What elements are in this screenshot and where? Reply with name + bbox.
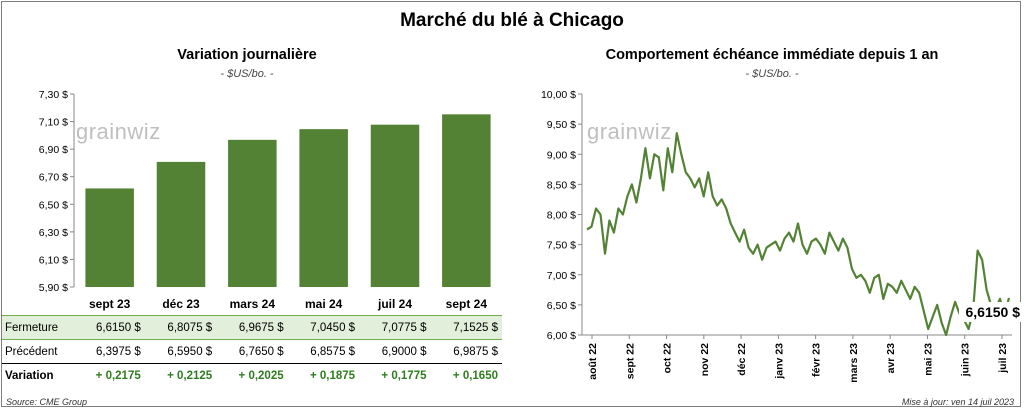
bar-chart: 5,90 $ 6,10 $ 6,30 $ 6,50 $ 6,70 $ 6,90 $ 7,10…: [39, 89, 491, 311]
close-cell: 6,8075 $: [167, 321, 213, 334]
y-tick-label: 7,10 $: [39, 117, 68, 129]
table-row-previous: Précédent 6,3975 $ 6,5950 $ 6,7650 $ 6,8…: [2, 340, 502, 364]
last-value-box: [959, 301, 1022, 322]
line-chart-subtitle: - $US/bo. -: [745, 68, 799, 80]
y-tick-label: 6,10 $: [39, 254, 68, 266]
x-tick-label: sept 22: [624, 343, 636, 379]
bar: [370, 124, 420, 287]
y-tick-label: 8,50 $: [547, 179, 576, 191]
x-tick-label: mai 24: [305, 297, 343, 311]
variation-cell: + 0,2175: [95, 369, 141, 382]
watermark-left: grainwiz: [76, 119, 161, 144]
last-value-label: 6,6150 $: [966, 304, 1021, 320]
bar-chart-title: Variation journalière: [177, 47, 317, 63]
y-tick-label: 7,00 $: [547, 270, 576, 282]
y-tick-label: 6,90 $: [39, 144, 68, 156]
x-tick-label: févr 23: [811, 343, 823, 377]
update-note: Mise à jour: ven 14 juil 2023: [901, 397, 1014, 407]
bar: [442, 114, 491, 288]
close-cell: 7,1525 $: [453, 321, 498, 334]
row-label-close: Fermeture: [5, 321, 59, 334]
price-table: Fermeture 6,6150 $ 6,8075 $ 6,9675 $ 7,0…: [2, 315, 502, 387]
line-chart: 6,00 $ 6,50 $ 7,00 $ 7,50 $ 8,00 $ 8,50 $ 9,00…: [541, 89, 1022, 383]
price-line: [586, 132, 1011, 337]
x-tick-label: juin 23: [960, 343, 972, 377]
line-chart-title: Comportement échéance immédiate depuis 1…: [605, 47, 939, 63]
x-tick-label: déc 23: [162, 297, 200, 311]
close-cell: 6,9675 $: [238, 321, 284, 334]
previous-cell: 6,7650 $: [238, 345, 284, 358]
y-tick-label: 5,90 $: [39, 282, 68, 294]
y-tick-label: 7,50 $: [547, 240, 576, 252]
previous-cell: 6,9000 $: [381, 345, 427, 358]
x-tick-label: oct 22: [662, 343, 674, 374]
x-tick-label: sept 23: [89, 297, 131, 311]
y-tick-label: 6,00 $: [547, 330, 576, 342]
close-cell: 7,0450 $: [310, 321, 356, 334]
bar: [85, 188, 134, 287]
variation-cell: + 0,2125: [167, 369, 213, 382]
row-label-variation: Variation: [5, 369, 54, 382]
variation-cell: + 0,1650: [452, 369, 498, 382]
x-tick-label: déc 22: [736, 343, 748, 376]
variation-cell: + 0,2025: [238, 369, 284, 382]
variation-cell: + 0,1775: [381, 369, 427, 382]
y-tick-label: 8,00 $: [547, 210, 576, 222]
previous-cell: 6,8575 $: [310, 345, 356, 358]
x-tick-label: mai 23: [922, 343, 934, 376]
x-tick-label: mars 24: [230, 297, 276, 311]
x-tick-label: août 22: [587, 343, 599, 380]
x-tick-label: mars 23: [848, 343, 860, 383]
x-tick-label: juil 24: [377, 297, 412, 311]
y-tick-label: 9,50 $: [547, 119, 576, 131]
x-tick-label: avr 23: [885, 343, 897, 374]
variation-cell: + 0,1875: [309, 369, 356, 382]
table-row-close: Fermeture 6,6150 $ 6,8075 $ 6,9675 $ 7,0…: [2, 315, 502, 340]
close-cell: 7,0775 $: [381, 321, 427, 334]
bar: [228, 139, 277, 287]
row-label-previous: Précédent: [5, 345, 58, 358]
x-tick-label: juil 23: [997, 343, 1009, 374]
previous-cell: 6,5950 $: [167, 345, 213, 358]
x-tick-label: sept 24: [446, 297, 488, 311]
y-tick-label: 10,00 $: [541, 89, 576, 101]
y-tick-label: 7,30 $: [39, 89, 68, 101]
previous-cell: 6,9875 $: [453, 345, 498, 358]
bar: [156, 161, 206, 287]
x-tick-label: janv 23: [773, 343, 785, 380]
previous-cell: 6,3975 $: [95, 345, 141, 358]
y-tick-label: 6,50 $: [39, 199, 68, 211]
table-row-variation: Variation + 0,2175 + 0,2125 + 0,2025 + 0…: [2, 363, 502, 388]
y-tick-label: 6,50 $: [547, 300, 576, 312]
y-tick-label: 9,00 $: [547, 149, 576, 161]
bar: [299, 129, 348, 287]
y-tick-label: 6,30 $: [39, 227, 68, 239]
watermark-right: grainwiz: [587, 119, 672, 144]
main-title: Marché du blé à Chicago: [400, 10, 624, 31]
y-tick-label: 6,70 $: [39, 172, 68, 184]
close-cell: 6,6150 $: [95, 321, 141, 334]
source-note: Source: CME Group: [6, 397, 88, 407]
x-tick-label: nov 22: [699, 343, 711, 376]
bar-chart-subtitle: - $US/bo. -: [220, 68, 274, 80]
